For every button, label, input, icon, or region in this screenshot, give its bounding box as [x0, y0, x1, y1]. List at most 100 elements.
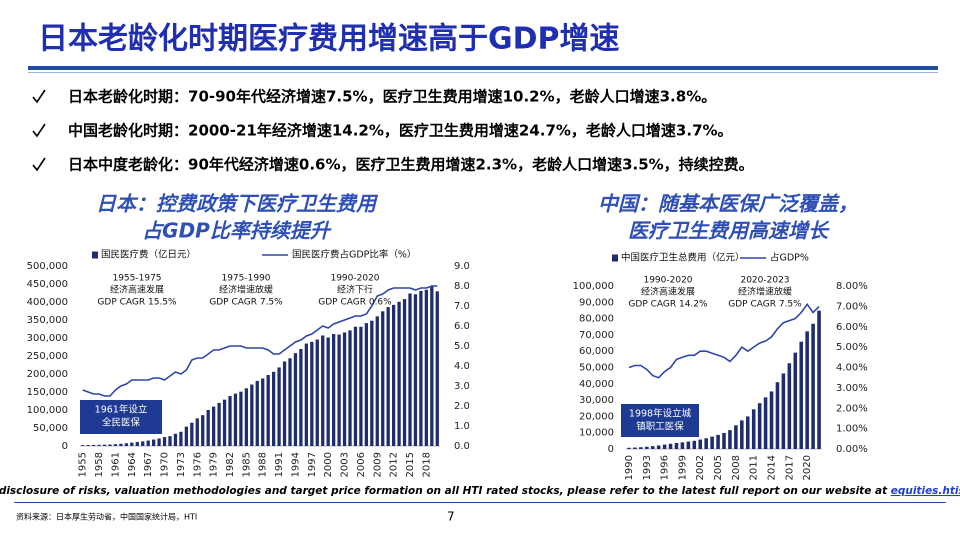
- bar: [424, 289, 428, 446]
- y-tick-label: 70,000: [579, 330, 614, 341]
- bar: [728, 430, 732, 449]
- bar: [310, 341, 314, 446]
- bar: [662, 444, 667, 449]
- y-tick-label: 100,000: [573, 281, 614, 292]
- bar: [173, 433, 178, 446]
- bar: [108, 444, 112, 446]
- bar: [704, 438, 708, 449]
- bar: [168, 436, 172, 446]
- bar: [92, 444, 96, 446]
- y-tick-label: 80,000: [579, 314, 614, 325]
- title-rule-thin: [28, 72, 938, 73]
- bar: [201, 415, 205, 446]
- bar: [152, 439, 156, 446]
- x-tick-label: 2006: [356, 452, 367, 477]
- bar: [321, 335, 325, 446]
- y-tick-label: 40,000: [579, 379, 614, 390]
- y-tick-label: 90,000: [579, 297, 614, 308]
- y2-tick-label: 5.0: [454, 341, 470, 352]
- link[interactable]: equities.htisec.com: [891, 485, 960, 497]
- bar: [81, 445, 85, 446]
- chart-heading: 占GDP比率持续提升: [142, 219, 332, 243]
- bar: [751, 409, 756, 449]
- bar: [650, 446, 655, 449]
- bar: [239, 391, 243, 446]
- annotation: 1955-1975: [112, 274, 161, 284]
- bar: [716, 434, 720, 449]
- bar: [745, 416, 750, 449]
- x-tick-label: 2000: [323, 452, 334, 477]
- legend-label: 中国医疗卫生总费用（亿元）: [621, 252, 745, 264]
- bar: [364, 323, 368, 446]
- x-tick-label: 1976: [192, 452, 203, 477]
- bar: [734, 425, 738, 449]
- bar: [113, 444, 118, 446]
- x-tick-label: 1985: [241, 452, 252, 477]
- callout-box: [621, 404, 699, 437]
- bar: [680, 442, 685, 449]
- y2-tick-label: 8.00%: [836, 281, 868, 292]
- y-tick-label: 200,000: [27, 369, 68, 380]
- x-tick-label: 2015: [405, 452, 416, 477]
- bar: [722, 432, 726, 449]
- x-tick-label: 1993: [642, 455, 653, 480]
- bar: [656, 445, 661, 449]
- bar: [342, 332, 347, 446]
- bar: [811, 323, 815, 449]
- bar: [206, 409, 210, 446]
- y2-tick-label: 1.0: [454, 421, 470, 432]
- annotation: GDP CAGR 0.6%: [318, 298, 392, 308]
- callout-text: 全民医保: [102, 417, 141, 429]
- bar: [793, 352, 798, 449]
- annotation: 经济下行: [337, 284, 373, 296]
- x-tick-label: 1997: [307, 452, 318, 477]
- x-tick-label: 1955: [78, 452, 89, 477]
- y2-tick-label: 6.00%: [836, 322, 868, 333]
- y-tick-label: 400,000: [27, 297, 68, 308]
- bar: [315, 339, 319, 446]
- bullets: 日本老龄化时期：70-90年代经济增速7.5%，医疗卫生费用增速10.2%，老龄…: [32, 88, 754, 174]
- bar: [781, 373, 786, 449]
- bar: [337, 334, 341, 446]
- y-tick-label: 30,000: [579, 395, 614, 406]
- callout-text: 1961年设立: [95, 404, 148, 416]
- source: 资料来源：日本厚生劳动省，中国国家统计局，HTI: [16, 512, 197, 522]
- y2-tick-label: 0.0: [454, 441, 470, 452]
- y-tick-label: 50,000: [579, 363, 614, 374]
- chart-heading: 医疗卫生费用高速增长: [628, 219, 830, 243]
- bar: [212, 406, 216, 446]
- y2-tick-label: 7.00%: [836, 301, 868, 312]
- y2-tick-label: 6.0: [454, 321, 470, 332]
- x-tick-label: 2002: [695, 455, 706, 480]
- bullet: 中国老龄化时期：2000-21年经济增速14.2%，医疗卫生费用增速24.7%，…: [68, 122, 733, 140]
- x-tick-label: 1967: [143, 452, 154, 477]
- legend-swatch: [612, 254, 618, 262]
- y2-tick-label: 3.00%: [836, 383, 868, 394]
- legend-label: 国民医疗费（亿日元）: [101, 249, 196, 261]
- bar: [817, 310, 821, 449]
- title-rule: [28, 66, 938, 70]
- bar: [392, 304, 396, 446]
- bar: [135, 441, 139, 446]
- callout-text: 镇职工医保: [636, 421, 684, 433]
- check-icon: [32, 157, 46, 172]
- disclaimer-text: For full disclosure of risks, valuation …: [0, 485, 891, 497]
- legend-label: 占GDP%: [770, 252, 809, 264]
- x-tick-label: 1979: [209, 452, 220, 477]
- bar: [326, 337, 330, 446]
- bar: [386, 307, 390, 446]
- y-tick-label: 500,000: [27, 261, 68, 272]
- annotation: 2020-2023: [740, 276, 789, 286]
- bar: [435, 291, 439, 446]
- bar: [348, 330, 352, 446]
- x-tick-label: 2020: [802, 455, 813, 480]
- bar: [250, 384, 254, 446]
- y2-tick-label: 8.0: [454, 281, 470, 292]
- x-tick-label: 2003: [340, 452, 351, 477]
- annotation: 1975-1990: [221, 274, 270, 284]
- bullet: 日本老龄化时期：70-90年代经济增速7.5%，医疗卫生费用增速10.2%，老龄…: [68, 88, 716, 106]
- y-tick-label: 20,000: [579, 411, 614, 422]
- chart-heading: 日本：控费政策下医疗卫生费用: [96, 192, 379, 216]
- bar: [157, 438, 161, 446]
- x-tick-label: 1982: [225, 452, 236, 477]
